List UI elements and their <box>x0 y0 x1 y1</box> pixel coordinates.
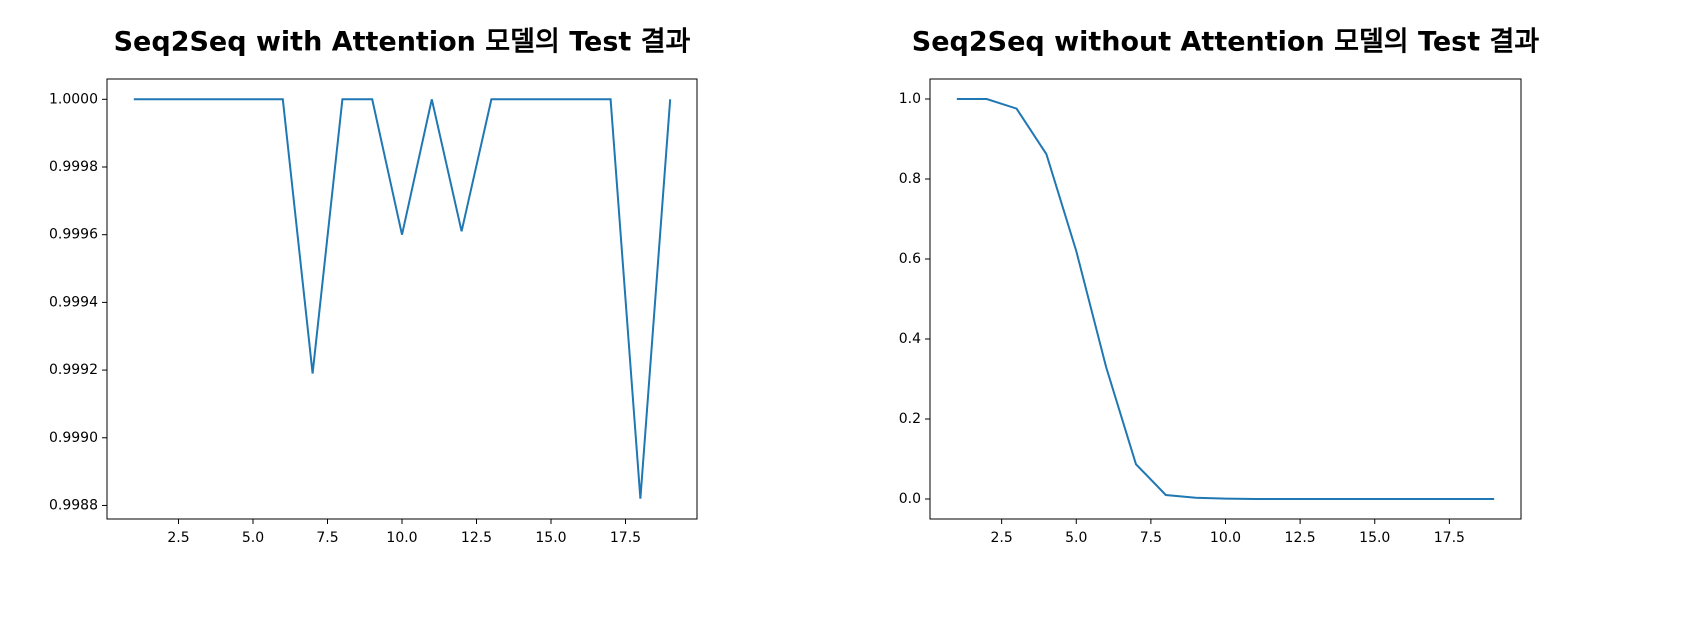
y-tick-label: 0.9988 <box>49 497 98 513</box>
x-tick-label: 2.5 <box>991 530 1013 546</box>
y-tick-label: 0.6 <box>899 251 921 267</box>
y-tick-label: 0.9992 <box>49 362 98 378</box>
x-tick-label: 12.5 <box>461 530 492 546</box>
x-tick-label: 17.5 <box>1434 530 1465 546</box>
data-line <box>133 98 672 499</box>
axes-frame <box>929 78 1522 520</box>
data-line <box>956 98 1495 500</box>
axes-frame <box>106 78 698 520</box>
x-tick-label: 7.5 <box>1140 530 1162 546</box>
x-tick-label: 5.0 <box>1065 530 1087 546</box>
y-tick-label: 0.4 <box>899 331 921 347</box>
x-tick-label: 10.0 <box>386 530 417 546</box>
chart-title: Seq2Seq without Attention 모델의 Test 결과 <box>912 27 1540 58</box>
y-tick-label: 0.0 <box>899 491 921 507</box>
x-tick-label: 5.0 <box>242 530 264 546</box>
x-tick-label: 7.5 <box>316 530 338 546</box>
y-tick-label: 0.9998 <box>49 159 98 175</box>
x-tick-label: 15.0 <box>535 530 566 546</box>
y-tick-label: 0.9990 <box>49 430 98 446</box>
x-tick-label: 15.0 <box>1359 530 1390 546</box>
chart-title: Seq2Seq with Attention 모델의 Test 결과 <box>114 27 691 58</box>
x-tick-label: 12.5 <box>1285 530 1316 546</box>
x-tick-label: 10.0 <box>1210 530 1241 546</box>
y-tick-label: 0.9996 <box>49 227 98 243</box>
y-tick-label: 0.9994 <box>49 294 98 310</box>
x-tick-label: 17.5 <box>610 530 641 546</box>
y-tick-label: 1.0 <box>899 91 921 107</box>
y-tick-label: 0.2 <box>899 411 921 427</box>
y-tick-label: 0.8 <box>899 171 921 187</box>
x-tick-label: 2.5 <box>167 530 189 546</box>
y-tick-label: 1.0000 <box>49 91 98 107</box>
